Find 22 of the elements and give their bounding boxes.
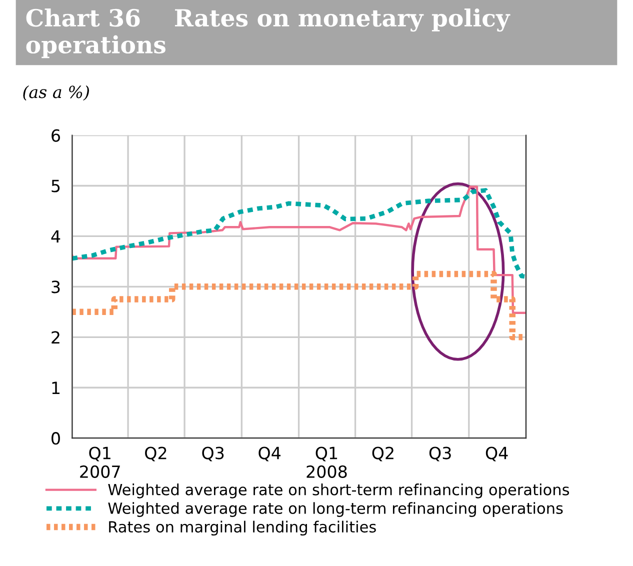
y-tick-label: 4 bbox=[51, 230, 60, 243]
x-tick-label: Q4 bbox=[486, 446, 508, 462]
x-tick-label: Q1 2007 bbox=[80, 446, 120, 478]
chart-title: Chart 36 Rates on monetary policy operations bbox=[26, 8, 510, 58]
legend-label: Weighted average rate on long-term refinancing operations bbox=[108, 502, 563, 517]
y-tick-label: 1 bbox=[52, 382, 60, 394]
x-tick-label: Q3 bbox=[429, 446, 451, 462]
line-series bbox=[72, 186, 526, 314]
legend-label: Rates on marginal lending facilities bbox=[109, 520, 376, 536]
y-tick-label: 6 bbox=[52, 129, 60, 142]
x-tick-label: Q1 2008 bbox=[306, 446, 347, 478]
x-tick-label: Q2 bbox=[372, 446, 394, 462]
y-tick-label: 0 bbox=[52, 432, 60, 445]
y-tick-label: 5 bbox=[52, 180, 60, 192]
y-tick-label: 3 bbox=[52, 280, 60, 294]
y-tick-label: 2 bbox=[52, 331, 60, 344]
line-series bbox=[72, 188, 526, 279]
x-tick-label: Q4 bbox=[258, 446, 281, 462]
legend-label: Weighted average rate on short-term refinancing operations bbox=[108, 484, 570, 498]
x-tick-label: Q3 bbox=[202, 446, 224, 462]
chart-subtitle: (as a %) bbox=[23, 85, 89, 101]
x-tick-label: Q2 bbox=[145, 446, 166, 462]
